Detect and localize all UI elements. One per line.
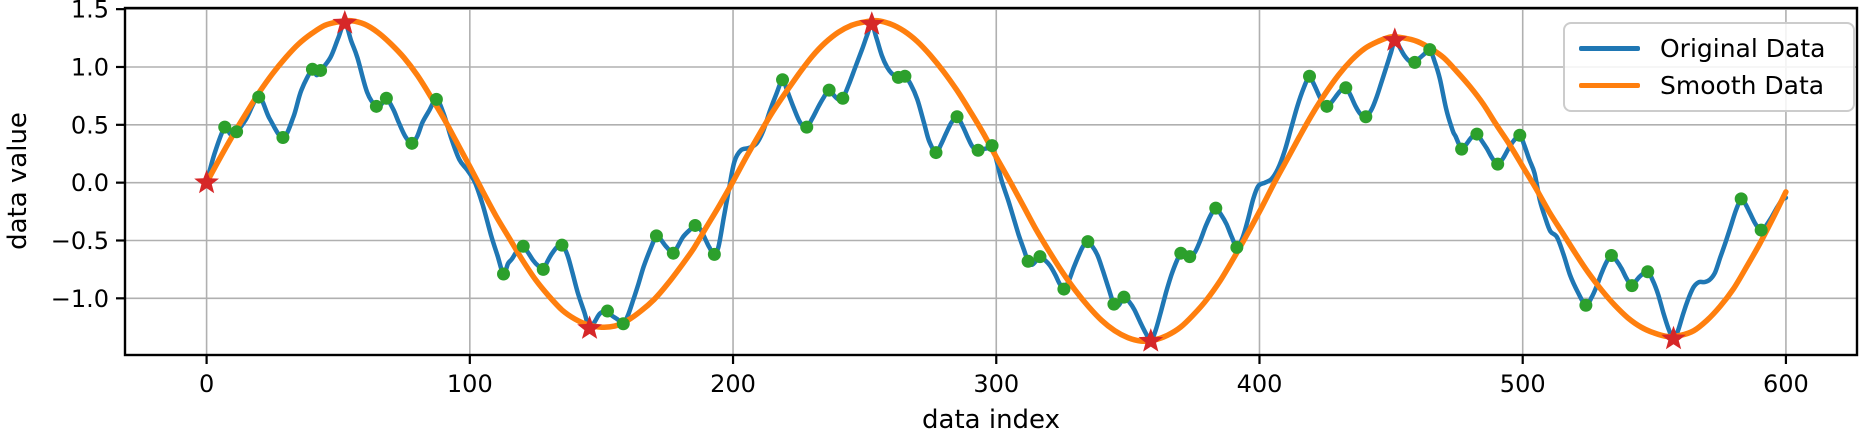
extremum-star-marker: [1382, 27, 1408, 51]
extremum-dot-marker: [516, 239, 530, 253]
extremum-star-marker: [1138, 328, 1164, 352]
extremum-dot-marker: [555, 238, 569, 252]
y-tick-label: −1.0: [51, 285, 109, 313]
extremum-dot-marker: [1107, 297, 1121, 311]
legend-label-smooth-data: Smooth Data: [1660, 71, 1825, 100]
extremum-dot-marker: [1604, 249, 1618, 263]
y-tick-label: −0.5: [51, 227, 109, 255]
extremum-star-marker: [859, 11, 885, 35]
extremum-dot-marker: [985, 139, 999, 153]
extremum-dot-marker: [1641, 265, 1655, 279]
x-tick-label: 100: [447, 370, 493, 398]
y-axis-label: data value: [3, 112, 33, 250]
extremum-dot-marker: [950, 110, 964, 124]
extremum-dot-marker: [230, 125, 244, 139]
extremum-dot-marker: [1513, 128, 1527, 142]
extremum-dot-marker: [379, 91, 393, 105]
extremum-dot-marker: [600, 304, 614, 318]
x-tick-label: 300: [973, 370, 1019, 398]
extremum-dot-marker: [1408, 55, 1422, 69]
extremum-dot-marker: [688, 218, 702, 232]
extremum-star-marker: [1661, 325, 1686, 350]
y-tick-label: 1.5: [71, 0, 109, 24]
extremum-dot-marker: [1320, 99, 1334, 113]
extremum-dot-marker: [1455, 142, 1469, 156]
extremum-dot-marker: [1754, 223, 1768, 237]
extremum-dot-marker: [1230, 240, 1244, 254]
y-tick-label: 1.0: [71, 53, 109, 81]
extremum-dot-marker: [497, 267, 511, 281]
extremum-dot-marker: [616, 317, 630, 331]
smooth-data-line-swatch: [1579, 83, 1640, 88]
extremum-dot-marker: [776, 73, 790, 87]
extremum-dot-marker: [1021, 254, 1035, 268]
extremum-star-marker: [577, 315, 602, 339]
extremum-dot-marker: [800, 120, 814, 134]
original-data-line-swatch: [1579, 46, 1640, 51]
extremum-dot-marker: [1209, 201, 1223, 215]
extremum-dot-marker: [429, 92, 443, 106]
legend-item-original-data: Original Data: [1579, 36, 1853, 61]
extremum-dot-marker: [1359, 110, 1373, 124]
x-tick-label: 400: [1237, 370, 1283, 398]
extremum-dot-marker: [1081, 235, 1095, 249]
extremum-dot-marker: [707, 247, 721, 261]
extremum-star-marker: [332, 10, 358, 34]
extremum-dot-marker: [1057, 282, 1071, 296]
extremum-dot-marker: [1117, 290, 1131, 304]
extremum-dot-marker: [369, 99, 383, 113]
extremum-dot-marker: [1470, 127, 1484, 141]
x-tick-label: 200: [710, 370, 756, 398]
extremum-dot-marker: [1302, 69, 1316, 83]
series-line-smooth: [203, 17, 1789, 344]
extremum-dot-marker: [1033, 250, 1047, 264]
extremum-dot-marker: [1183, 250, 1197, 264]
extremum-dot-marker: [1339, 81, 1353, 95]
x-tick-label: 500: [1500, 370, 1546, 398]
extremum-dot-marker: [666, 246, 680, 260]
extremum-dot-marker: [929, 146, 943, 160]
extremum-dot-marker: [649, 229, 663, 243]
extremum-dot-marker: [836, 91, 850, 105]
extremum-dot-marker: [276, 131, 290, 145]
extremum-dot-marker: [822, 83, 836, 97]
legend: Original Data Smooth Data: [1563, 22, 1855, 112]
extremum-dot-marker: [252, 90, 266, 104]
plot-border: [123, 6, 1859, 357]
extremum-dot-marker: [314, 63, 328, 77]
y-tick-label: 0.0: [71, 169, 109, 197]
extremum-dot-marker: [971, 143, 985, 157]
extremum-dot-marker: [1734, 192, 1748, 206]
x-tick-label: 600: [1763, 370, 1809, 398]
legend-label-original-data: Original Data: [1660, 34, 1826, 63]
extremum-dot-marker: [898, 69, 912, 83]
x-tick-label: 0: [199, 370, 214, 398]
y-tick-label: 0.5: [71, 111, 109, 139]
extremum-dot-marker: [1625, 279, 1639, 293]
extremum-dot-marker: [536, 262, 550, 276]
extremum-star-marker: [194, 169, 219, 194]
x-axis-label: data index: [922, 405, 1060, 435]
legend-item-smooth-data: Smooth Data: [1579, 73, 1853, 98]
extremum-dot-marker: [1423, 43, 1437, 57]
extremum-dot-marker: [1579, 298, 1593, 312]
extremum-dot-marker: [1491, 157, 1505, 171]
extremum-dot-marker: [218, 120, 232, 134]
extremum-dot-marker: [405, 136, 419, 150]
